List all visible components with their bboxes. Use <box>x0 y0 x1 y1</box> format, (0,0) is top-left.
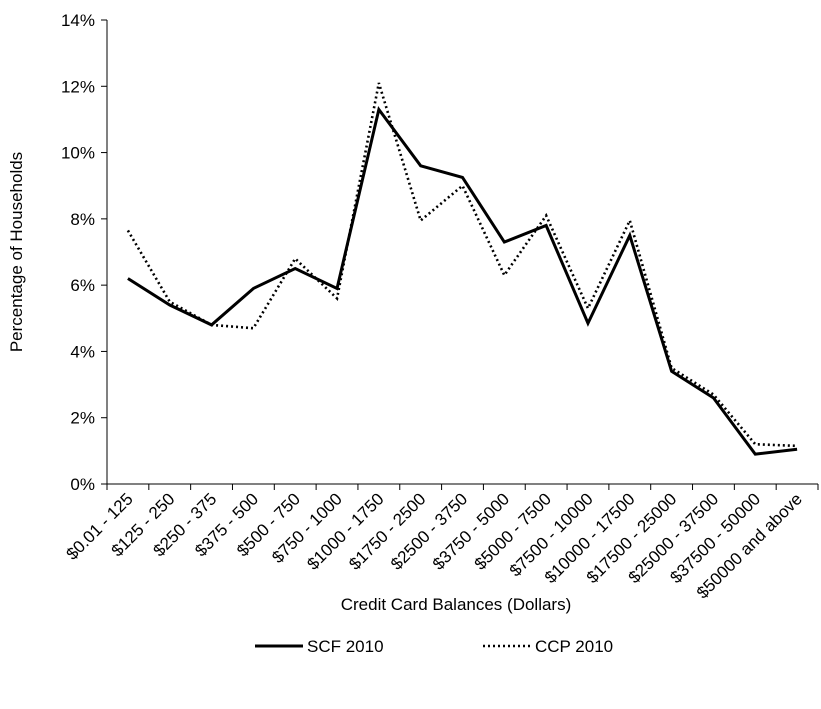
y-tick-label: 6% <box>70 276 95 295</box>
y-tick-label: 14% <box>61 11 95 30</box>
y-tick-label: 8% <box>70 210 95 229</box>
legend-label: CCP 2010 <box>535 637 613 656</box>
y-tick-label: 0% <box>70 475 95 494</box>
series-line <box>126 82 798 448</box>
series-line <box>127 105 798 456</box>
y-tick-label: 4% <box>70 342 95 361</box>
legend-label: SCF 2010 <box>307 637 384 656</box>
x-axis-title: Credit Card Balances (Dollars) <box>341 595 572 614</box>
y-axis-title: Percentage of Households <box>7 152 26 352</box>
y-tick-label: 10% <box>61 144 95 163</box>
y-tick-label: 2% <box>70 409 95 428</box>
y-tick-label: 12% <box>61 77 95 96</box>
